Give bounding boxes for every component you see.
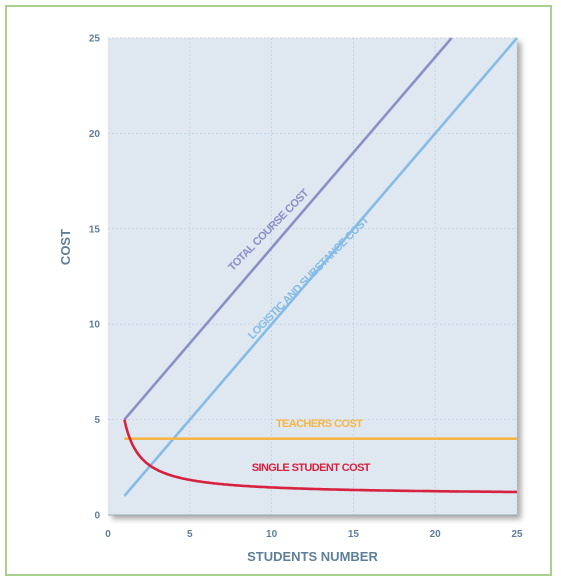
x-tick-label: 15 — [348, 529, 360, 540]
series-lines — [123, 37, 518, 497]
y-tick-label: 20 — [89, 129, 101, 140]
x-tick-label: 25 — [511, 529, 523, 540]
series-label-3: TEACHERS COST — [276, 418, 363, 430]
tick-labels: 0 5 10 15 20 25 0 5 10 15 20 25 — [89, 34, 523, 541]
y-tick-label: 10 — [89, 320, 101, 331]
series-label-4: SINGLE STUDENT COST — [252, 462, 371, 474]
series-line-4 — [123, 419, 518, 494]
x-tick-label: 5 — [187, 529, 193, 540]
x-tick-label: 0 — [105, 529, 111, 540]
x-tick-label: 20 — [430, 529, 442, 540]
y-axis-label: COST — [58, 229, 73, 265]
series-line-2 — [123, 37, 518, 497]
y-tick-label: 5 — [94, 415, 100, 426]
grid-lines — [108, 37, 518, 516]
y-tick-label: 25 — [89, 34, 101, 45]
x-tick-label: 10 — [266, 529, 278, 540]
y-tick-label: 15 — [89, 224, 101, 235]
y-tick-label: 0 — [94, 511, 100, 522]
x-axis-label: STUDENTS NUMBER — [247, 549, 378, 564]
series-line-1 — [123, 37, 453, 421]
